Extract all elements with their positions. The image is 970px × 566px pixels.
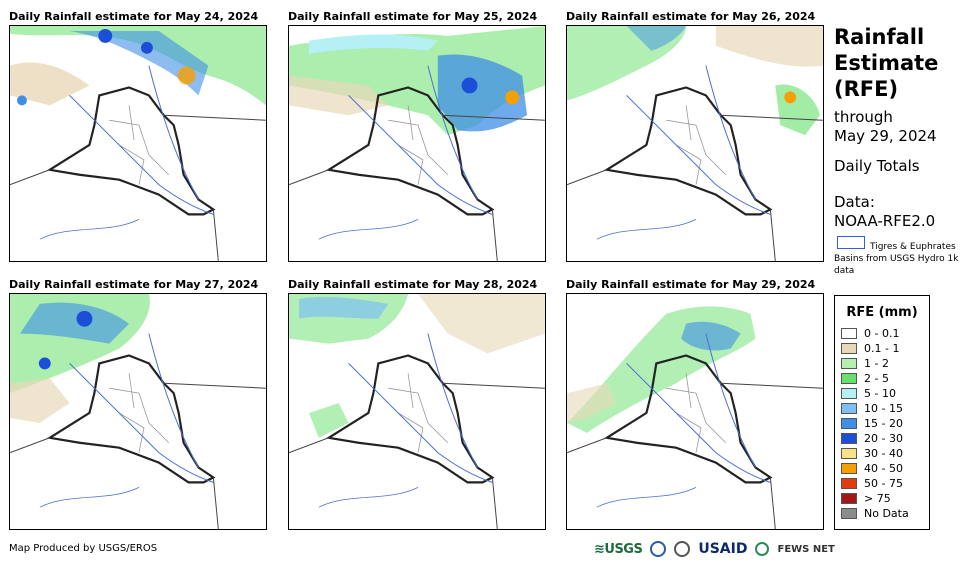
- legend-item: 10 - 15: [841, 401, 929, 416]
- rainfall-map-may-27: [9, 293, 267, 530]
- map-svg: [10, 26, 266, 261]
- rainfall-map-may-25: [288, 25, 546, 262]
- map-svg: [289, 294, 545, 529]
- dos-seal-icon: [674, 541, 691, 557]
- legend-label: 30 - 40: [864, 447, 903, 460]
- map-title: Rainfall Estimate (RFE): [834, 24, 966, 102]
- map-svg: [10, 294, 266, 529]
- legend-item: 15 - 20: [841, 416, 929, 431]
- map-svg: [567, 26, 823, 261]
- panel-title-may-24: Daily Rainfall estimate for May 24, 2024: [9, 10, 259, 23]
- legend-item: 20 - 30: [841, 431, 929, 446]
- legend-swatch: [841, 358, 857, 369]
- legend-swatch: [841, 448, 857, 459]
- noaa-logo-icon: [650, 541, 667, 557]
- legend-swatch: [841, 508, 857, 519]
- legend-swatch: [841, 403, 857, 414]
- legend-label: 15 - 20: [864, 417, 903, 430]
- rainfall-map-may-24: [9, 25, 267, 262]
- legend-item: 0 - 0.1: [841, 326, 929, 341]
- legend-label: 0.1 - 1: [864, 342, 900, 355]
- legend-item: No Data: [841, 506, 929, 521]
- legend-swatch: [841, 463, 857, 474]
- legend-label: 0 - 0.1: [864, 327, 900, 340]
- through-date: May 29, 2024: [834, 127, 937, 145]
- legend-item: 40 - 50: [841, 461, 929, 476]
- legend-swatch: [841, 388, 857, 399]
- partner-logos: ≋USGS USAID FEWS NET: [594, 537, 835, 561]
- legend-item: 2 - 5: [841, 371, 929, 386]
- rainfall-map-may-28: [288, 293, 546, 530]
- legend-swatch: [841, 433, 857, 444]
- legend-label: 20 - 30: [864, 432, 903, 445]
- legend-label: 1 - 2: [864, 357, 889, 370]
- map-credit: Map Produced by USGS/EROS: [9, 543, 158, 554]
- panel-title-may-25: Daily Rainfall estimate for May 25, 2024: [288, 10, 538, 23]
- rfe-legend: RFE (mm) 0 - 0.1 0.1 - 1 1 - 2 2 - 5 5 - 10 1…: [834, 295, 930, 530]
- legend-item: 30 - 40: [841, 446, 929, 461]
- legend-label: 40 - 50: [864, 462, 903, 475]
- data-label: Data:: [834, 193, 875, 211]
- legend-label: > 75: [864, 492, 891, 505]
- basin-legend-swatch: [837, 236, 865, 249]
- usaid-logo: USAID: [698, 541, 748, 557]
- rainfall-map-may-29: [566, 293, 824, 530]
- legend-label: 5 - 10: [864, 387, 896, 400]
- legend-label: 2 - 5: [864, 372, 889, 385]
- legend-label: 50 - 75: [864, 477, 903, 490]
- legend-swatch: [841, 343, 857, 354]
- daily-totals-label: Daily Totals: [834, 157, 920, 175]
- legend-item: 50 - 75: [841, 476, 929, 491]
- panel-title-may-27: Daily Rainfall estimate for May 27, 2024: [9, 278, 259, 291]
- map-title-line-3: (RFE): [834, 77, 899, 101]
- legend-item: 1 - 2: [841, 356, 929, 371]
- map-title-line-2: Estimate: [834, 51, 939, 75]
- fews-net-logo: FEWS NET: [777, 543, 835, 555]
- legend-label: 10 - 15: [864, 402, 903, 415]
- rainfall-map-may-26: [566, 25, 824, 262]
- map-svg: [567, 306, 823, 529]
- legend-swatch: [841, 418, 857, 429]
- legend-swatch: [841, 328, 857, 339]
- panel-title-may-29: Daily Rainfall estimate for May 29, 2024: [566, 278, 816, 291]
- basin-note: Tigres & Euphrates Basins from USGS Hydr…: [834, 242, 959, 276]
- legend-item: > 75: [841, 491, 929, 506]
- legend-label: No Data: [864, 507, 909, 520]
- legend-swatch: [841, 373, 857, 384]
- legend-swatch: [841, 478, 857, 489]
- data-source: NOAA-RFE2.0: [834, 212, 936, 230]
- fews-net-icon: [755, 542, 770, 556]
- panel-title-may-26: Daily Rainfall estimate for May 26, 2024: [566, 10, 816, 23]
- panel-title-may-28: Daily Rainfall estimate for May 28, 2024: [288, 278, 538, 291]
- map-svg: [289, 26, 545, 261]
- legend-item: 5 - 10: [841, 386, 929, 401]
- legend-rows: 0 - 0.1 0.1 - 1 1 - 2 2 - 5 5 - 10 10 - 15 15 …: [835, 326, 929, 521]
- legend-item: 0.1 - 1: [841, 341, 929, 356]
- usgs-logo: ≋USGS: [594, 541, 643, 557]
- map-title-line-1: Rainfall: [834, 25, 925, 49]
- through-label: through: [834, 108, 893, 126]
- legend-title: RFE (mm): [846, 305, 918, 320]
- legend-swatch: [841, 493, 857, 504]
